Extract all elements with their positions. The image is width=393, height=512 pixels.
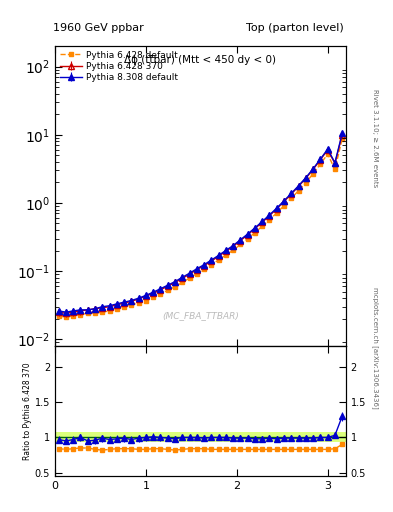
- Pythia 6.428 default: [267, 217, 272, 223]
- Pythia 6.428 default: [303, 180, 308, 186]
- Pythia 6.428 default: [260, 223, 264, 229]
- Pythia 6.428 default: [165, 287, 170, 293]
- Pythia 6.428 default: [158, 291, 163, 297]
- Text: (MC_FBA_TTBAR): (MC_FBA_TTBAR): [162, 311, 239, 321]
- Pythia 6.428 default: [202, 266, 206, 272]
- Y-axis label: Ratio to Pythia 6.428 370: Ratio to Pythia 6.428 370: [23, 362, 32, 460]
- Legend: Pythia 6.428 default, Pythia 6.428 370, Pythia 8.308 default: Pythia 6.428 default, Pythia 6.428 370, …: [58, 49, 180, 84]
- Pythia 6.428 default: [100, 309, 105, 315]
- Pythia 6.428 default: [114, 306, 119, 312]
- Pythia 6.428 default: [238, 241, 243, 247]
- Pythia 6.428 default: [195, 270, 199, 276]
- Pythia 6.428 default: [180, 280, 185, 286]
- Bar: [55, 433, 346, 442]
- Pythia 6.428 default: [224, 252, 228, 258]
- Pythia 6.428 default: [173, 284, 177, 290]
- Pythia 6.428 default: [318, 161, 323, 167]
- Pythia 6.428 default: [332, 166, 337, 173]
- Pythia 6.428 default: [325, 151, 330, 157]
- Pythia 6.428 default: [107, 308, 112, 314]
- Pythia 6.428 default: [245, 236, 250, 242]
- Pythia 6.428 default: [71, 313, 75, 319]
- Text: mcplots.cern.ch [arXiv:1306.3436]: mcplots.cern.ch [arXiv:1306.3436]: [372, 287, 379, 409]
- Pythia 6.428 default: [274, 210, 279, 216]
- Pythia 6.428 default: [78, 311, 83, 317]
- Pythia 6.428 default: [289, 195, 294, 201]
- Pythia 6.428 default: [151, 294, 156, 301]
- Pythia 6.428 default: [129, 302, 134, 308]
- Pythia 6.428 default: [253, 229, 257, 236]
- Text: 1960 GeV ppbar: 1960 GeV ppbar: [53, 23, 144, 33]
- Pythia 6.428 default: [187, 275, 192, 281]
- Text: Rivet 3.1.10; ≥ 2.6M events: Rivet 3.1.10; ≥ 2.6M events: [372, 89, 378, 187]
- Pythia 6.428 default: [56, 313, 61, 319]
- Pythia 6.428 default: [209, 262, 214, 268]
- Pythia 6.428 default: [231, 247, 235, 253]
- Text: Top (parton level): Top (parton level): [246, 23, 344, 33]
- Pythia 6.428 default: [143, 297, 148, 304]
- Pythia 6.428 default: [122, 304, 127, 310]
- Line: Pythia 6.428 default: Pythia 6.428 default: [56, 136, 345, 319]
- Pythia 6.428 default: [136, 300, 141, 306]
- Pythia 6.428 default: [311, 170, 316, 177]
- Pythia 6.428 default: [340, 136, 345, 142]
- Text: Δϕ (tt̅bar) (Mtt < 450 dy < 0): Δϕ (tt̅bar) (Mtt < 450 dy < 0): [125, 55, 276, 65]
- Pythia 6.428 default: [85, 310, 90, 316]
- Pythia 6.428 default: [64, 314, 68, 321]
- Pythia 6.428 default: [296, 187, 301, 194]
- Pythia 6.428 default: [93, 310, 97, 316]
- Pythia 6.428 default: [216, 257, 221, 263]
- Pythia 6.428 default: [282, 203, 286, 209]
